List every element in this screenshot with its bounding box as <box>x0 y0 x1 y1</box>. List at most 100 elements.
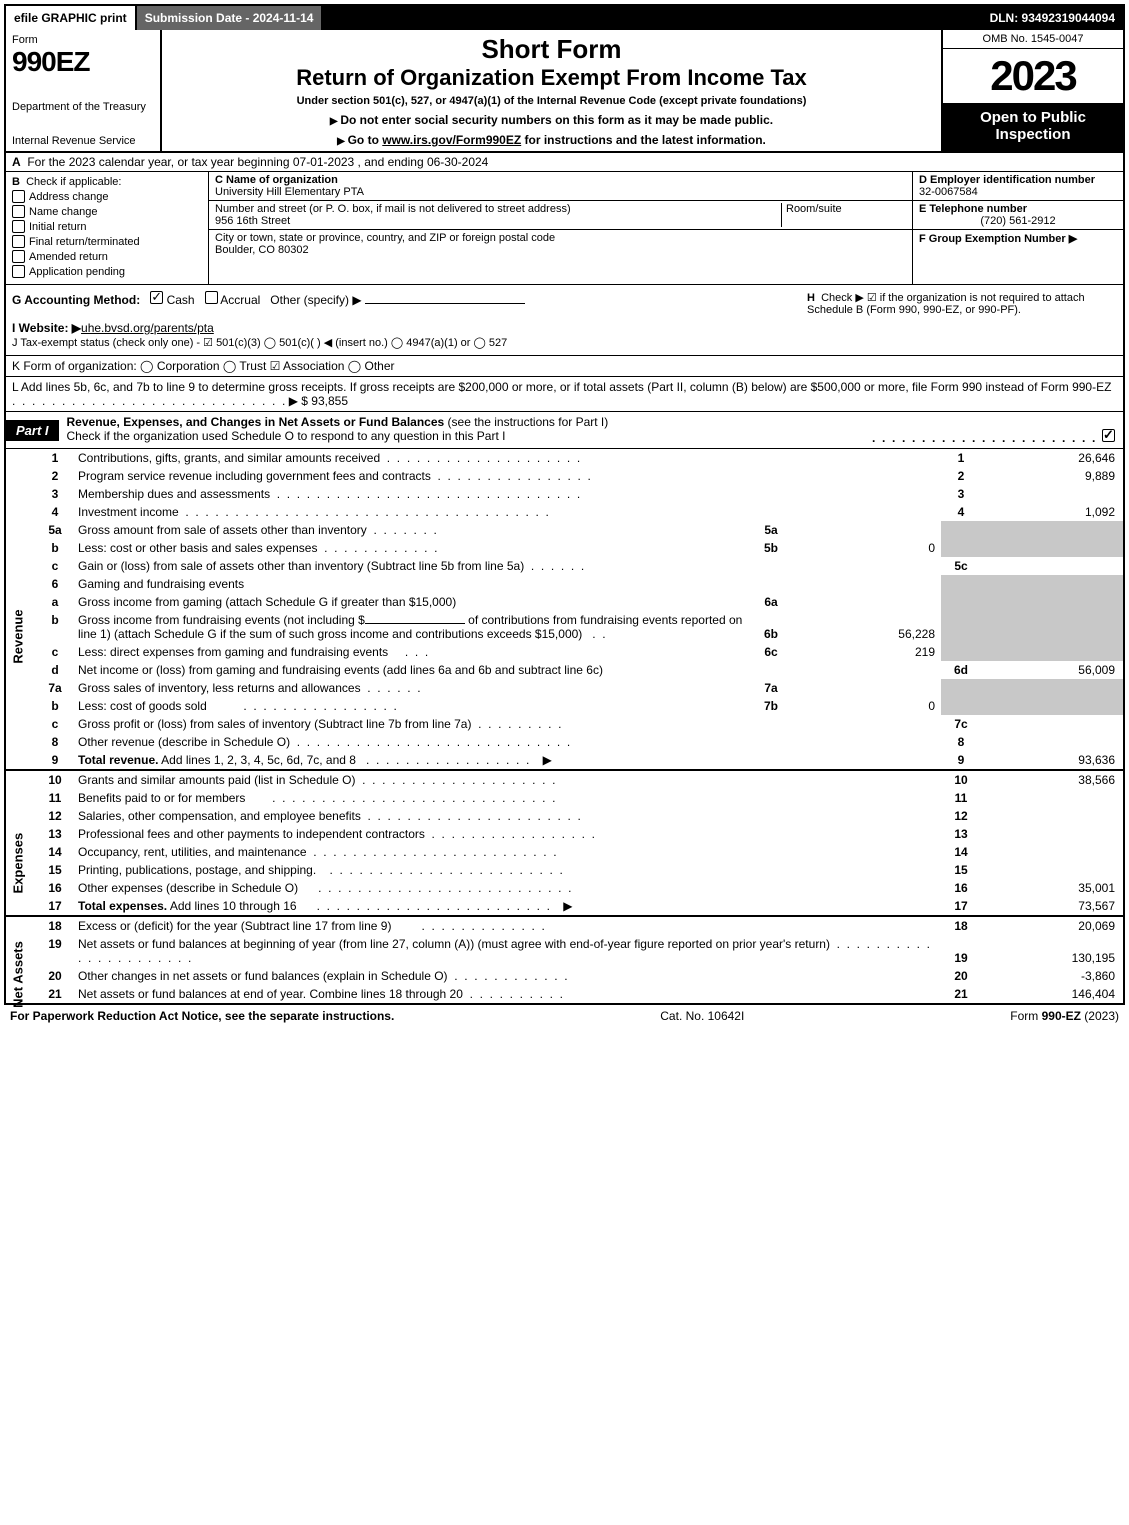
cb-app-pending[interactable]: Application pending <box>12 265 202 278</box>
efile-print[interactable]: efile GRAPHIC print <box>6 6 137 30</box>
group-exemption-label: F Group Exemption Number ▶ <box>919 233 1077 245</box>
addr-label: Number and street (or P. O. box, if mail… <box>215 203 571 215</box>
cb-name-change[interactable]: Name change <box>12 205 202 218</box>
line-9: 9 Total revenue. Add lines 1, 2, 3, 4, 5… <box>6 751 1123 770</box>
line-21: 21 Net assets or fund balances at end of… <box>6 985 1123 1003</box>
city-block: City or town, state or province, country… <box>209 230 912 258</box>
line-7a: 7a Gross sales of inventory, less return… <box>6 679 1123 697</box>
cb-accrual[interactable] <box>205 291 218 304</box>
line-17: 17 Total expenses. Add lines 10 through … <box>6 897 1123 916</box>
line-7c: c Gross profit or (loss) from sales of i… <box>6 715 1123 733</box>
part-1-label: Part I <box>6 420 59 441</box>
l-value: $ 93,855 <box>301 394 348 408</box>
line-6c: c Less: direct expenses from gaming and … <box>6 643 1123 661</box>
line-11: 11 Benefits paid to or for members . . .… <box>6 789 1123 807</box>
line-12: 12 Salaries, other compensation, and emp… <box>6 807 1123 825</box>
section-g-h: G Accounting Method: Cash Accrual Other … <box>6 285 1123 356</box>
header-center: Short Form Return of Organization Exempt… <box>162 30 941 151</box>
section-h: H Check ▶ ☑ if the organization is not r… <box>801 285 1123 355</box>
side-revenue: Revenue <box>6 449 36 733</box>
line-4: 4 Investment income . . . . . . . . . . … <box>6 503 1123 521</box>
section-k: K Form of organization: ◯ Corporation ◯ … <box>6 356 1123 377</box>
g-other: Other (specify) ▶ <box>270 293 361 307</box>
instruction-2: ▶ Go to www.irs.gov/Form990EZ for instru… <box>337 133 766 147</box>
line-8: 8 Other revenue (describe in Schedule O)… <box>6 733 1123 751</box>
line-7b: b Less: cost of goods sold . . . . . . .… <box>6 697 1123 715</box>
footer-center: Cat. No. 10642I <box>660 1009 744 1023</box>
line-19: 19 Net assets or fund balances at beginn… <box>6 935 1123 967</box>
topbar-spacer <box>323 6 981 30</box>
inst1-text: Do not enter social security numbers on … <box>340 113 773 127</box>
part-1-table: Revenue 1 Contributions, gifts, grants, … <box>6 449 1123 1003</box>
instruction-1: ▶ Do not enter social security numbers o… <box>330 113 773 127</box>
l-text: L Add lines 5b, 6c, and 7b to line 9 to … <box>12 380 1111 394</box>
line-18: Net Assets 18 Excess or (deficit) for th… <box>6 916 1123 935</box>
inst2-pre: Go to <box>348 133 383 147</box>
col-c: C Name of organization University Hill E… <box>209 172 912 284</box>
line-13: 13 Professional fees and other payments … <box>6 825 1123 843</box>
ein-label: D Employer identification number <box>919 174 1095 186</box>
submission-date: Submission Date - 2024-11-14 <box>137 6 324 30</box>
city-state-zip: Boulder, CO 80302 <box>215 244 309 256</box>
cb-schedule-o[interactable] <box>1102 429 1115 442</box>
line-5b: b Less: cost or other basis and sales ex… <box>6 539 1123 557</box>
dept-irs: Internal Revenue Service <box>12 135 154 147</box>
sections-b-to-f: B Check if applicable: Address change Na… <box>6 172 1123 285</box>
open-public: Open to Public Inspection <box>943 103 1123 151</box>
part-1-checknote: Check if the organization used Schedule … <box>67 429 506 443</box>
dln: DLN: 93492319044094 <box>982 6 1123 30</box>
phone-label: E Telephone number <box>919 203 1027 215</box>
irs-link[interactable]: www.irs.gov/Form990EZ <box>382 133 521 147</box>
omb-number: OMB No. 1545-0047 <box>943 30 1123 49</box>
line-15: 15 Printing, publications, postage, and … <box>6 861 1123 879</box>
form-container: efile GRAPHIC print Submission Date - 20… <box>4 4 1125 1005</box>
line-6d: d Net income or (loss) from gaming and f… <box>6 661 1123 679</box>
line-14: 14 Occupancy, rent, utilities, and maint… <box>6 843 1123 861</box>
form-label: Form <box>12 34 154 46</box>
side-net-assets: Net Assets <box>6 916 36 1003</box>
org-name: University Hill Elementary PTA <box>215 186 364 198</box>
line-2: 2 Program service revenue including gove… <box>6 467 1123 485</box>
form-number: 990EZ <box>12 46 154 78</box>
website-link[interactable]: uhe.bvsd.org/parents/pta <box>81 321 214 335</box>
city-label: City or town, state or province, country… <box>215 232 555 244</box>
line-6b: b Gross income from fundraising events (… <box>6 611 1123 643</box>
org-name-block: C Name of organization University Hill E… <box>209 172 912 201</box>
phone-block: E Telephone number (720) 561-2912 <box>913 201 1123 230</box>
line-5c: c Gain or (loss) from sale of assets oth… <box>6 557 1123 575</box>
g-label: G Accounting Method: <box>12 293 140 307</box>
side-expenses: Expenses <box>6 770 36 916</box>
room-label: Room/suite <box>781 203 906 227</box>
line-6a: a Gross income from gaming (attach Sched… <box>6 593 1123 611</box>
line-3: 3 Membership dues and assessments . . . … <box>6 485 1123 503</box>
line-16: 16 Other expenses (describe in Schedule … <box>6 879 1123 897</box>
tax-year: 2023 <box>943 49 1123 103</box>
line-20: 20 Other changes in net assets or fund b… <box>6 967 1123 985</box>
section-l: L Add lines 5b, 6c, and 7b to line 9 to … <box>6 377 1123 411</box>
h-text: Check ▶ ☑ if the organization is not req… <box>807 292 1085 316</box>
col-b-header: Check if applicable: <box>26 176 121 188</box>
street-address: 956 16th Street <box>215 215 290 227</box>
address-block: Number and street (or P. O. box, if mail… <box>209 201 912 230</box>
section-g: G Accounting Method: Cash Accrual Other … <box>6 285 801 355</box>
cb-final-return[interactable]: Final return/terminated <box>12 235 202 248</box>
footer-left: For Paperwork Reduction Act Notice, see … <box>10 1009 394 1023</box>
line-1: Revenue 1 Contributions, gifts, grants, … <box>6 449 1123 467</box>
cb-cash[interactable] <box>150 291 163 304</box>
header-left: Form 990EZ Department of the Treasury In… <box>6 30 162 151</box>
group-exemption: F Group Exemption Number ▶ <box>913 230 1123 284</box>
header-right: OMB No. 1545-0047 2023 Open to Public In… <box>941 30 1123 151</box>
line-10: Expenses 10 Grants and similar amounts p… <box>6 770 1123 789</box>
cb-address-change[interactable]: Address change <box>12 190 202 203</box>
ein-value: 32-0067584 <box>919 186 978 198</box>
short-form-title: Short Form <box>481 34 621 65</box>
topbar: efile GRAPHIC print Submission Date - 20… <box>6 6 1123 30</box>
section-a-text: For the 2023 calendar year, or tax year … <box>27 155 488 169</box>
footer-right: Form 990-EZ (2023) <box>1010 1009 1119 1023</box>
col-def: D Employer identification number 32-0067… <box>912 172 1123 284</box>
cb-amended[interactable]: Amended return <box>12 250 202 263</box>
subtitle: Under section 501(c), 527, or 4947(a)(1)… <box>297 95 807 107</box>
inst2-post: for instructions and the latest informat… <box>521 133 766 147</box>
cb-initial-return[interactable]: Initial return <box>12 220 202 233</box>
ein-block: D Employer identification number 32-0067… <box>913 172 1123 201</box>
